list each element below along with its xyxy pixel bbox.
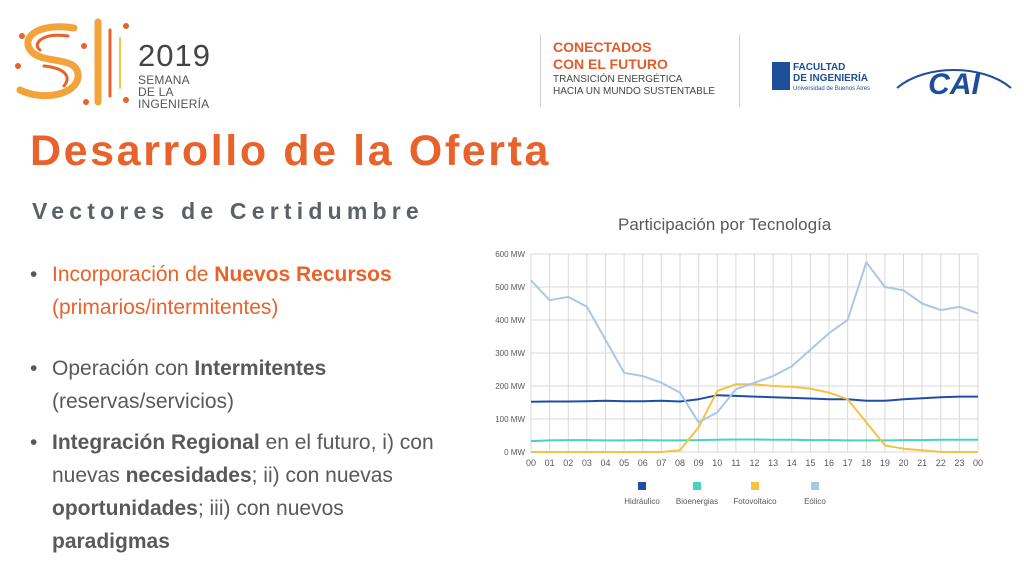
x-tick-label: 20 — [898, 458, 908, 468]
x-tick-label: 19 — [880, 458, 890, 468]
bullet-text-bold: oportunidades — [52, 497, 198, 520]
x-tick-label: 00 — [973, 458, 983, 468]
legend-label: Bioenergias — [676, 497, 718, 506]
legend-swatch — [811, 482, 819, 490]
x-tick-label: 17 — [843, 458, 853, 468]
x-tick-label: 12 — [749, 458, 759, 468]
legend-item-fotovoltaico: Fotovoltaico — [733, 482, 777, 506]
x-tick-label: 10 — [712, 458, 722, 468]
series-line-eolico — [530, 261, 979, 424]
x-tick-label: 08 — [675, 458, 685, 468]
logo-line-ingenieria: INGENIERÍA — [138, 97, 210, 111]
legend-item-eolico: Eólico — [804, 482, 826, 506]
x-tick-label: 18 — [861, 458, 871, 468]
cai-logo-icon: CAI — [896, 68, 1012, 100]
bullet-dot-icon: • — [30, 263, 38, 286]
x-tick-label: 01 — [545, 458, 555, 468]
x-tick-label: 11 — [731, 458, 740, 468]
tagline-line2: CON EL FUTURO — [553, 56, 668, 72]
bullet-text-bold: Intermitentes — [194, 357, 327, 380]
faculty-emblem-icon — [772, 62, 790, 90]
logo-line-de-la: DE LA — [138, 85, 174, 99]
cai-text: CAI — [928, 68, 980, 100]
logo-year: 2019 — [138, 38, 211, 73]
x-tick-label: 02 — [563, 458, 573, 468]
y-tick-label: 300 MW — [495, 349, 525, 358]
tagline-line1: CONECTADOS — [553, 39, 652, 55]
x-tick-label: 09 — [694, 458, 704, 468]
x-tick-label: 03 — [582, 458, 592, 468]
x-tick-label: 16 — [824, 458, 834, 468]
bullet-text: ; ii) con nuevas — [251, 464, 393, 487]
bullet-dot-icon: • — [30, 431, 38, 454]
bullet-text-bold: Nuevos Recursos — [214, 263, 392, 286]
x-tick-label: 15 — [805, 458, 815, 468]
legend-swatch — [751, 482, 759, 490]
series-line-hidraulico — [530, 394, 978, 403]
x-tick-label: 04 — [600, 458, 610, 468]
faculty-line1: FACULTAD — [793, 62, 846, 73]
series-line-bioenergias — [530, 438, 978, 443]
tagline-divider — [540, 35, 740, 107]
bullet-text: ; iii) con nuevos — [197, 497, 344, 520]
legend-label: Fotovoltaico — [733, 497, 777, 506]
x-tick-label: 21 — [917, 458, 927, 468]
y-tick-label: 200 MW — [495, 382, 525, 391]
series-line-fotovoltaico — [531, 383, 978, 453]
tagline-line3: TRANSICIÓN ENERGÉTICA — [553, 74, 683, 85]
bullet-text-bold: Integración Regional — [52, 431, 260, 454]
page-subtitle: Vectores de Certidumbre — [32, 198, 424, 224]
x-tick-label: 07 — [656, 458, 666, 468]
bullet-text: Operación con — [52, 357, 195, 380]
x-tick-label: 06 — [638, 458, 648, 468]
bullet-text-bold: paradigmas — [52, 530, 170, 553]
y-tick-label: 0 MW — [504, 448, 525, 457]
legend-item-bioenergias: Bioenergias — [676, 482, 718, 506]
bullet-dot-icon: • — [30, 357, 38, 380]
logo-line-semana: SEMANA — [138, 73, 190, 87]
bullet-text: (primarios/intermitentes) — [52, 296, 279, 319]
y-tick-label: 100 MW — [495, 415, 525, 424]
bullet-text: (reservas/servicios) — [52, 390, 235, 413]
legend-swatch — [638, 482, 646, 490]
y-tick-label: 400 MW — [495, 316, 525, 325]
legend-swatch — [693, 482, 701, 490]
x-tick-label: 00 — [526, 458, 536, 468]
semana-ingenieria-logo-icon — [15, 18, 129, 106]
faculty-line2: DE INGENIERÍA — [793, 73, 869, 84]
bullet-text: Incorporación de — [52, 263, 215, 286]
tagline-line4: HACIA UN MUNDO SUSTENTABLE — [553, 86, 716, 97]
legend-label: Eólico — [804, 497, 826, 506]
x-tick-label: 23 — [954, 458, 964, 468]
technology-participation-chart: 0 MW 100 MW 200 MW 300 MW 400 MW 500 MW 600 MW… — [495, 250, 983, 506]
faculty-line3: Universidad de Buenos Aires — [793, 86, 871, 92]
legend-item-hidraulico: Hidráulico — [624, 482, 660, 506]
chart-title: Participación por Tecnología — [618, 215, 832, 234]
bullet-text: en el futuro, i) con nuevas — [52, 431, 434, 487]
x-tick-label: 14 — [787, 458, 797, 468]
bullet-text-bold: necesidades — [125, 464, 252, 487]
legend-label: Hidráulico — [624, 497, 660, 506]
y-tick-label: 500 MW — [495, 283, 525, 292]
x-tick-label: 22 — [936, 458, 946, 468]
page-title: Desarrollo de la Oferta — [30, 127, 552, 175]
y-tick-label: 600 MW — [495, 250, 525, 259]
x-tick-label: 05 — [619, 458, 629, 468]
x-tick-label: 13 — [768, 458, 778, 468]
